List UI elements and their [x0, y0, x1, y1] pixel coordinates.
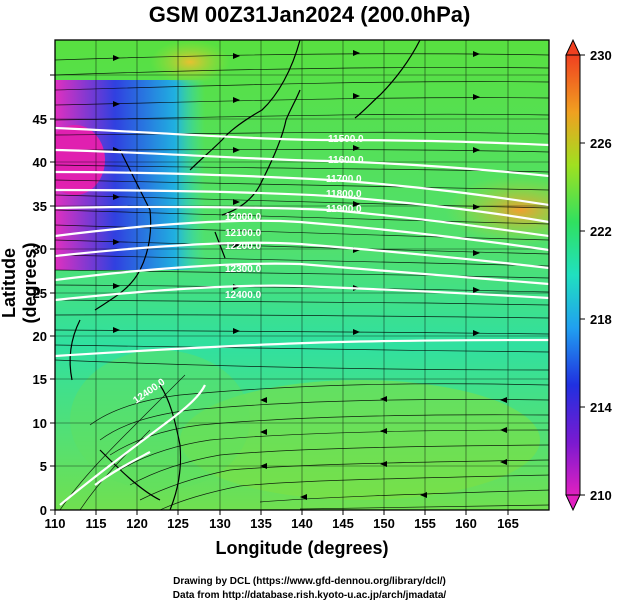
- colorbar-tick-label: 222: [590, 224, 612, 239]
- x-tick-label: 150: [373, 516, 395, 531]
- colorbar-tick-label: 230: [590, 48, 612, 63]
- x-tick-label: 160: [455, 516, 477, 531]
- wind-arrowheads: [113, 50, 507, 500]
- x-tick-label: 120: [126, 516, 148, 531]
- y-tick-label: 5: [40, 459, 47, 474]
- colorbar-tick-label: 226: [590, 136, 612, 151]
- colorbar-max-arrow: [565, 38, 581, 56]
- y-tick-label: 40: [33, 155, 47, 170]
- credit-dcl: Drawing by DCL (https://www.gfd-dennou.o…: [173, 576, 446, 587]
- x-tick-label: 145: [332, 516, 354, 531]
- y-tick-label: 35: [33, 199, 47, 214]
- x-tick-labels: 110 115 120 125 130 135 140 145 150 155 …: [45, 516, 519, 531]
- x-axis-label: Longitude (degrees): [215, 538, 389, 558]
- y-tick-label: 30: [33, 242, 47, 257]
- y-ticks: [50, 74, 55, 511]
- credit-data-source: Data from http://database.rish.kyoto-u.a…: [172, 590, 447, 601]
- contour-label: 11800.0: [326, 189, 362, 200]
- x-tick-label: 135: [250, 516, 272, 531]
- contour-label: 12100.0: [225, 228, 262, 239]
- x-tick-label: 115: [86, 516, 107, 531]
- contour-label: 12400.0: [225, 290, 262, 301]
- temperature-field: [55, 40, 549, 510]
- x-tick-label: 110: [45, 516, 66, 531]
- y-tick-label: 10: [33, 416, 47, 431]
- x-tick-label: 130: [209, 516, 231, 531]
- y-tick-label: 45: [33, 112, 47, 127]
- contour-label: 11500.0: [328, 134, 364, 145]
- contour-label: 12300.0: [225, 264, 262, 275]
- y-axis-label: Latitude (degrees): [0, 242, 40, 324]
- x-tick-label: 155: [414, 516, 436, 531]
- colorbar-tick-label: 210: [590, 488, 612, 503]
- height-contours: [55, 126, 549, 506]
- y-tick-labels: 0 5 10 15 20 25 30 35 40 45: [33, 112, 47, 518]
- contour-label: 11900.0: [326, 204, 362, 215]
- contour-label: 11700.0: [326, 174, 362, 185]
- x-tick-label: 165: [497, 516, 519, 531]
- x-tick-label: 140: [291, 516, 313, 531]
- contour-label: 12200.0: [225, 241, 262, 252]
- y-tick-label: 15: [33, 372, 47, 387]
- y-tick-label: 20: [33, 329, 47, 344]
- x-ticks: [54, 510, 509, 515]
- x-tick-label: 125: [167, 516, 189, 531]
- contour-label: 12000.0: [225, 212, 262, 223]
- colorbar-tick-label: 218: [590, 312, 612, 327]
- colorbar-tick-label: 214: [590, 400, 612, 415]
- colorbar-min-arrow: [565, 494, 581, 512]
- y-tick-label: 0: [40, 503, 47, 518]
- map-title: GSM 00Z31Jan2024 (200.0hPa): [148, 2, 471, 27]
- y-tick-label: 25: [33, 286, 47, 301]
- colorbar: 230 226 222 218 214 210: [565, 38, 612, 512]
- contour-label: 11600.0: [328, 155, 364, 166]
